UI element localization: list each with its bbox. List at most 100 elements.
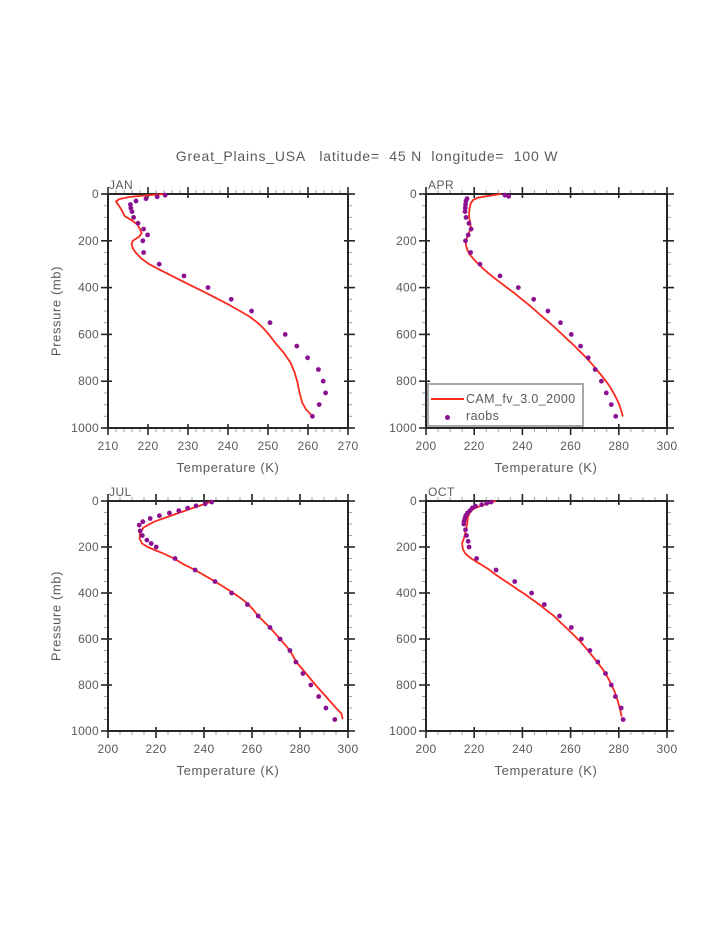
- raobs-dot: [300, 671, 306, 676]
- y-tick-label: 600: [78, 632, 99, 646]
- panel-oct: 200 220 240 260 280 300 0 200 400 600 800 1000: [389, 494, 677, 756]
- raobs-dots-oct: [461, 499, 626, 722]
- x-axis-title-oct: Temperature (K): [494, 763, 598, 778]
- raobs-dot: [128, 205, 134, 211]
- x-tick-label: 230: [178, 439, 199, 453]
- x-axis-title-jul: Temperature (K): [176, 763, 280, 778]
- y-axis-title-bottom: Pressure (mb): [48, 570, 64, 662]
- panel-jan: 210 220 230 240 250 260 270 0 200 400 600 800 1000: [71, 187, 358, 453]
- raobs-dot: [479, 502, 485, 508]
- y-tick-label: 1000: [71, 724, 99, 738]
- panel-title-apr: APR: [428, 178, 455, 192]
- legend: CAM_fv_3.0_2000 raobs: [427, 383, 584, 427]
- panel-title-oct: OCT: [428, 485, 455, 499]
- panel-title-jul: JUL: [109, 485, 132, 499]
- model-line-oct: [461, 500, 623, 717]
- y-tick-label: 0: [92, 187, 99, 201]
- raobs-dot: [515, 285, 521, 290]
- y-tick-label: 1000: [389, 421, 417, 435]
- x-tick-label: 260: [298, 439, 319, 453]
- legend-line-swatch: [431, 397, 464, 400]
- y-tick-label: 400: [396, 586, 417, 600]
- raobs-dot: [531, 296, 537, 302]
- raobs-dots-apr: [462, 192, 619, 419]
- y-tick-label: 400: [396, 281, 417, 295]
- y-tick-label: 800: [78, 678, 99, 692]
- x-tick-label: 260: [560, 439, 581, 453]
- raobs-dot: [176, 508, 182, 514]
- raobs-dot: [466, 544, 472, 550]
- y-tick-label: 200: [78, 234, 99, 248]
- raobs-dot: [463, 238, 468, 244]
- raobs-dot: [474, 556, 479, 561]
- y-tick-label: 200: [78, 540, 99, 554]
- raobs-dot: [466, 220, 472, 226]
- raobs-dot: [145, 232, 151, 238]
- raobs-dot: [462, 205, 468, 211]
- raobs-dot: [497, 273, 503, 279]
- raobs-dot: [618, 705, 624, 711]
- raobs-dot: [229, 590, 235, 596]
- raobs-dots-jan: [127, 192, 328, 419]
- raobs-dots-jul: [136, 499, 338, 722]
- raobs-dot: [139, 533, 145, 538]
- raobs-dot: [156, 261, 162, 267]
- raobs-dot: [468, 226, 474, 232]
- raobs-dot: [529, 590, 534, 596]
- raobs-dot: [506, 193, 512, 199]
- raobs-dot: [162, 192, 168, 198]
- tick-labels-jul: 200 220 240 260 280 300 0 200 400 600 800 1000: [71, 494, 358, 756]
- raobs-dot: [595, 659, 601, 665]
- raobs-dot: [477, 261, 483, 267]
- raobs-dot: [153, 544, 159, 550]
- raobs-dot: [512, 579, 518, 584]
- legend-dot-swatch: [445, 414, 450, 420]
- raobs-dot: [502, 192, 508, 198]
- legend-entry-raobs: raobs: [429, 407, 582, 424]
- raobs-dot: [541, 602, 547, 607]
- minor-ticks-jan: [104, 190, 352, 432]
- raobs-dot: [157, 513, 162, 519]
- raobs-dot: [608, 682, 614, 688]
- y-tick-label: 200: [396, 234, 417, 248]
- raobs-dot: [603, 390, 609, 396]
- x-tick-label: 280: [608, 742, 629, 756]
- x-tick-label: 280: [608, 439, 629, 453]
- figure-title: Great_Plains_USA latitude= 45 N longitud…: [175, 148, 559, 164]
- legend-dot-swatch-wrap: [429, 409, 466, 423]
- raobs-dot: [140, 519, 146, 525]
- raobs-dot: [608, 402, 614, 407]
- raobs-dot: [277, 636, 283, 642]
- raobs-dot: [613, 694, 618, 699]
- raobs-dot: [143, 196, 149, 202]
- raobs-dot: [310, 413, 315, 419]
- raobs-dot: [209, 499, 215, 505]
- x-tick-label: 280: [290, 742, 311, 756]
- raobs-dot: [245, 602, 250, 607]
- x-tick-label: 200: [98, 742, 119, 756]
- raobs-dot: [137, 528, 143, 534]
- raobs-dot: [603, 671, 608, 676]
- raobs-dot: [185, 505, 191, 511]
- y-tick-label: 600: [396, 327, 417, 341]
- x-tick-label: 200: [416, 439, 437, 453]
- raobs-dot: [332, 717, 338, 722]
- raobs-dot: [148, 541, 154, 546]
- axes-frame-jan: [107, 193, 349, 429]
- raobs-dot: [212, 579, 218, 584]
- raobs-dot: [154, 194, 160, 200]
- raobs-dot: [462, 209, 468, 215]
- raobs-dot: [484, 500, 490, 506]
- x-tick-label: 260: [242, 742, 263, 756]
- raobs-dot: [267, 320, 273, 326]
- raobs-dot: [579, 636, 584, 642]
- raobs-dot: [545, 308, 551, 314]
- tick-labels-oct: 200 220 240 260 280 300 0 200 400 600 800 1000: [389, 494, 677, 756]
- y-tick-label: 600: [78, 327, 99, 341]
- tick-labels-jan: 210 220 230 240 250 260 270 0 200 400 600 800 1000: [71, 187, 358, 453]
- raobs-dot: [135, 220, 141, 226]
- raobs-dot: [488, 499, 494, 505]
- raobs-dot: [465, 538, 471, 544]
